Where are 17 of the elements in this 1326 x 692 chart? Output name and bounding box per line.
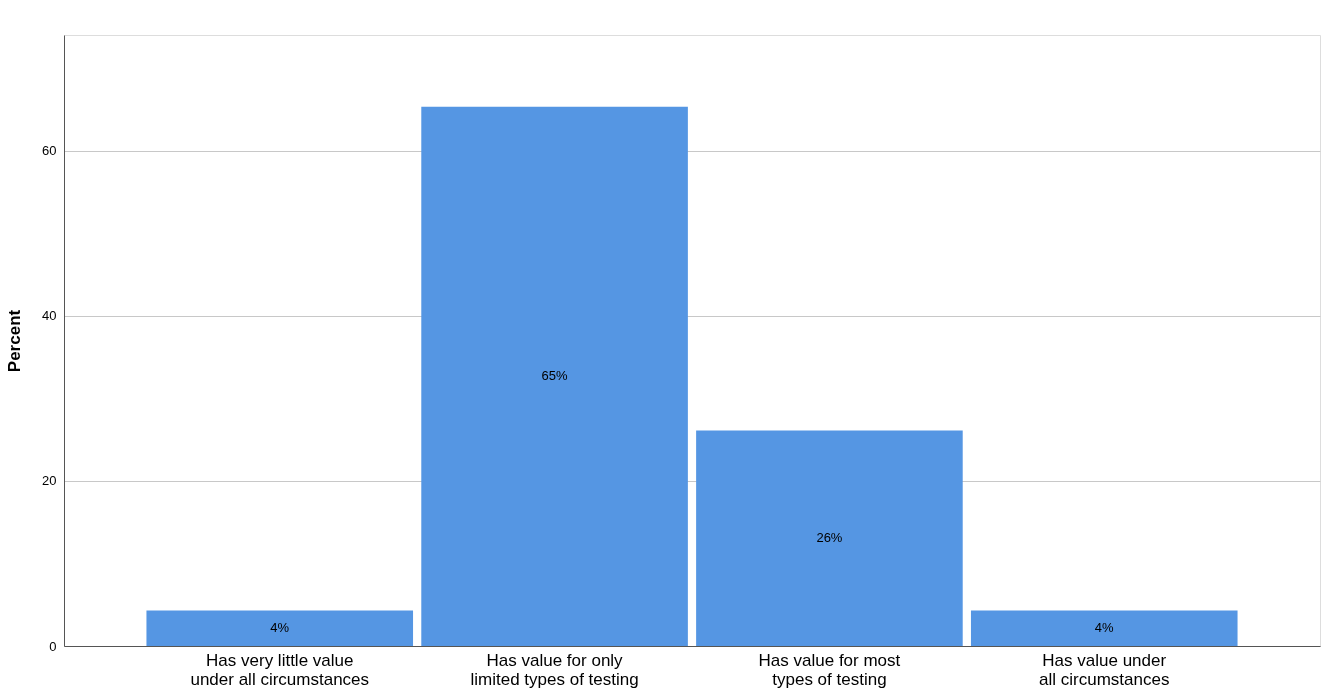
y-tick-label: 40 [42,308,57,324]
data-label: 26% [816,530,843,546]
bar [696,430,963,646]
y-tick-label: 20 [42,473,57,489]
x-tick-label: Has value for most types of testing [758,650,901,689]
bar [970,610,1238,646]
y-tick-label: 0 [49,638,57,654]
bar [421,106,688,646]
x-tick-label: Has value under all circumstances [1039,650,1170,689]
data-label: 65% [541,368,569,384]
y-axis-title: Percent [5,309,25,373]
data-label: 4% [1094,620,1115,636]
data-label: 4% [270,620,290,636]
x-tick-label: Has value for only limited types of testing [470,650,639,689]
bar [146,610,414,646]
y-tick-label: 60 [42,143,57,159]
x-tick-label: Has very little value under all circumstances [190,650,370,689]
